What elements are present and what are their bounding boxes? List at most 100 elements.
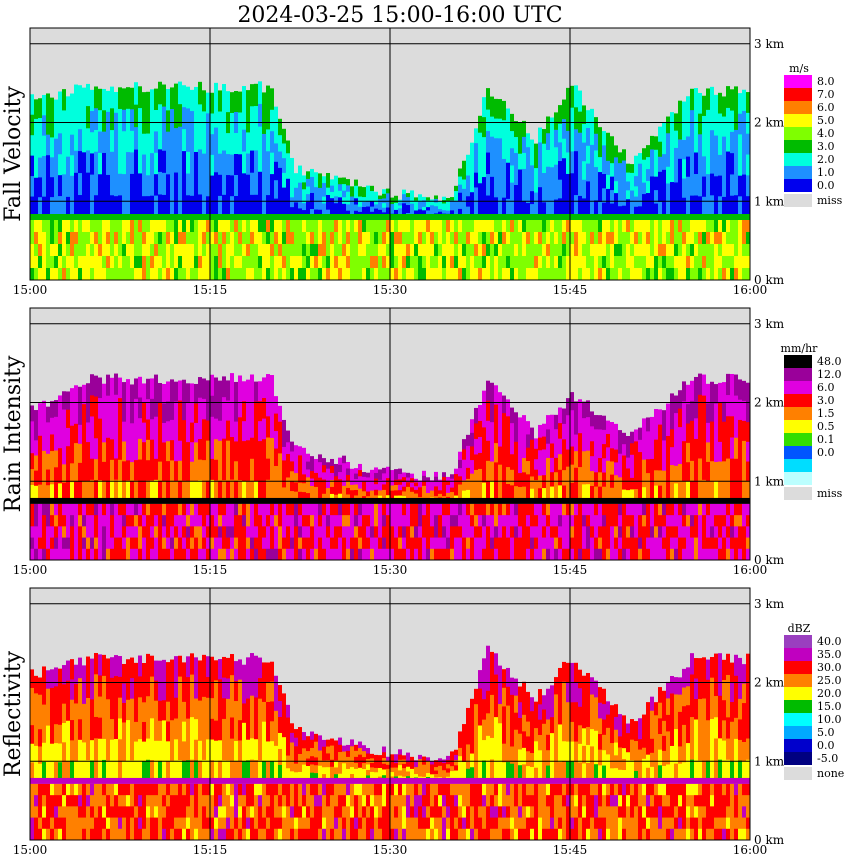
surface-cell [234, 548, 238, 561]
surface-cell [190, 537, 194, 550]
surface-cell [610, 537, 614, 550]
melting-layer-cell [338, 214, 342, 220]
surface-cell [114, 220, 118, 233]
surface-cell [150, 537, 154, 550]
echo-cell [330, 493, 334, 502]
melting-layer-cell [46, 214, 50, 220]
surface-cell [214, 503, 218, 516]
surface-cell [342, 515, 346, 527]
echo-cell [662, 169, 666, 187]
surface-cell [626, 220, 630, 233]
echo-cell [114, 196, 118, 218]
surface-cell [598, 256, 602, 269]
surface-cell [534, 268, 538, 281]
melting-layer-cell [66, 497, 70, 504]
surface-cell [50, 515, 54, 527]
surface-cell [350, 515, 354, 527]
surface-cell [82, 548, 86, 561]
surface-cell [390, 515, 394, 527]
echo-cell [706, 152, 710, 175]
echo-cell [230, 175, 234, 197]
surface-cell [122, 256, 126, 269]
surface-cell [54, 503, 58, 516]
surface-cell [222, 515, 226, 527]
echo-cell [214, 172, 218, 196]
surface-cell [390, 220, 394, 233]
echo-cell [230, 92, 234, 114]
echo-cell [498, 99, 502, 120]
echo-cell [574, 129, 578, 152]
echo-cell [582, 484, 586, 502]
echo-cell [74, 462, 78, 483]
surface-cell [70, 220, 74, 233]
melting-layer-cell [86, 497, 90, 504]
surface-cell [310, 515, 314, 527]
surface-cell [310, 256, 314, 269]
echo-cell [146, 399, 150, 420]
melting-layer-cell [186, 497, 190, 504]
surface-cell [398, 526, 402, 539]
surface-cell [82, 806, 86, 819]
echo-cell [218, 380, 222, 402]
echo-cell [638, 206, 642, 218]
echo-cell [386, 472, 390, 479]
melting-layer-cell [178, 214, 182, 220]
melting-layer-cell [370, 497, 374, 504]
surface-cell [82, 244, 86, 257]
echo-cell [518, 137, 522, 155]
echo-cell [450, 207, 454, 211]
echo-cell [398, 490, 402, 497]
surface-cell [426, 548, 430, 561]
echo-cell [78, 678, 82, 700]
echo-cell [214, 418, 218, 440]
echo-cell [542, 423, 546, 438]
echo-cell [54, 743, 58, 763]
surface-cell [366, 548, 370, 561]
echo-cell [354, 179, 358, 187]
melting-layer-cell [422, 214, 426, 220]
echo-cell [222, 459, 226, 481]
surface-cell [106, 268, 110, 281]
surface-cell [170, 220, 174, 233]
surface-cell [594, 232, 598, 245]
surface-cell [502, 548, 506, 561]
echo-cell [50, 197, 54, 218]
surface-cell [690, 526, 694, 539]
melting-layer-cell [70, 214, 74, 220]
echo-cell [198, 760, 202, 782]
surface-cell [70, 244, 74, 257]
surface-cell [182, 232, 186, 245]
echo-cell [658, 201, 662, 218]
echo-cell [106, 760, 110, 782]
surface-cell [170, 806, 174, 819]
echo-cell [62, 684, 66, 705]
echo-cell [234, 153, 238, 176]
echo-cell [122, 88, 126, 111]
surface-cell [586, 503, 590, 516]
echo-cell [130, 462, 134, 483]
surface-cell [358, 526, 362, 539]
echo-cell [382, 193, 386, 199]
surface-cell [370, 220, 374, 233]
surface-cell [662, 220, 666, 233]
echo-cell [494, 481, 498, 502]
melting-layer-cell [158, 777, 162, 784]
surface-cell [630, 526, 634, 539]
echo-cell [118, 480, 122, 502]
surface-cell [290, 244, 294, 257]
echo-cell [146, 460, 150, 482]
melting-layer-cell [126, 497, 130, 504]
echo-cell [222, 739, 226, 761]
echo-cell [438, 483, 442, 488]
echo-cell [306, 453, 310, 463]
surface-cell [678, 256, 682, 269]
echo-cell [242, 401, 246, 422]
echo-cell [726, 86, 730, 109]
echo-cell [182, 682, 186, 703]
melting-layer-cell [530, 497, 534, 504]
echo-cell [198, 680, 202, 702]
echo-cell [90, 678, 94, 700]
echo-cell [610, 136, 614, 151]
surface-cell [698, 220, 702, 233]
surface-cell [246, 232, 250, 245]
